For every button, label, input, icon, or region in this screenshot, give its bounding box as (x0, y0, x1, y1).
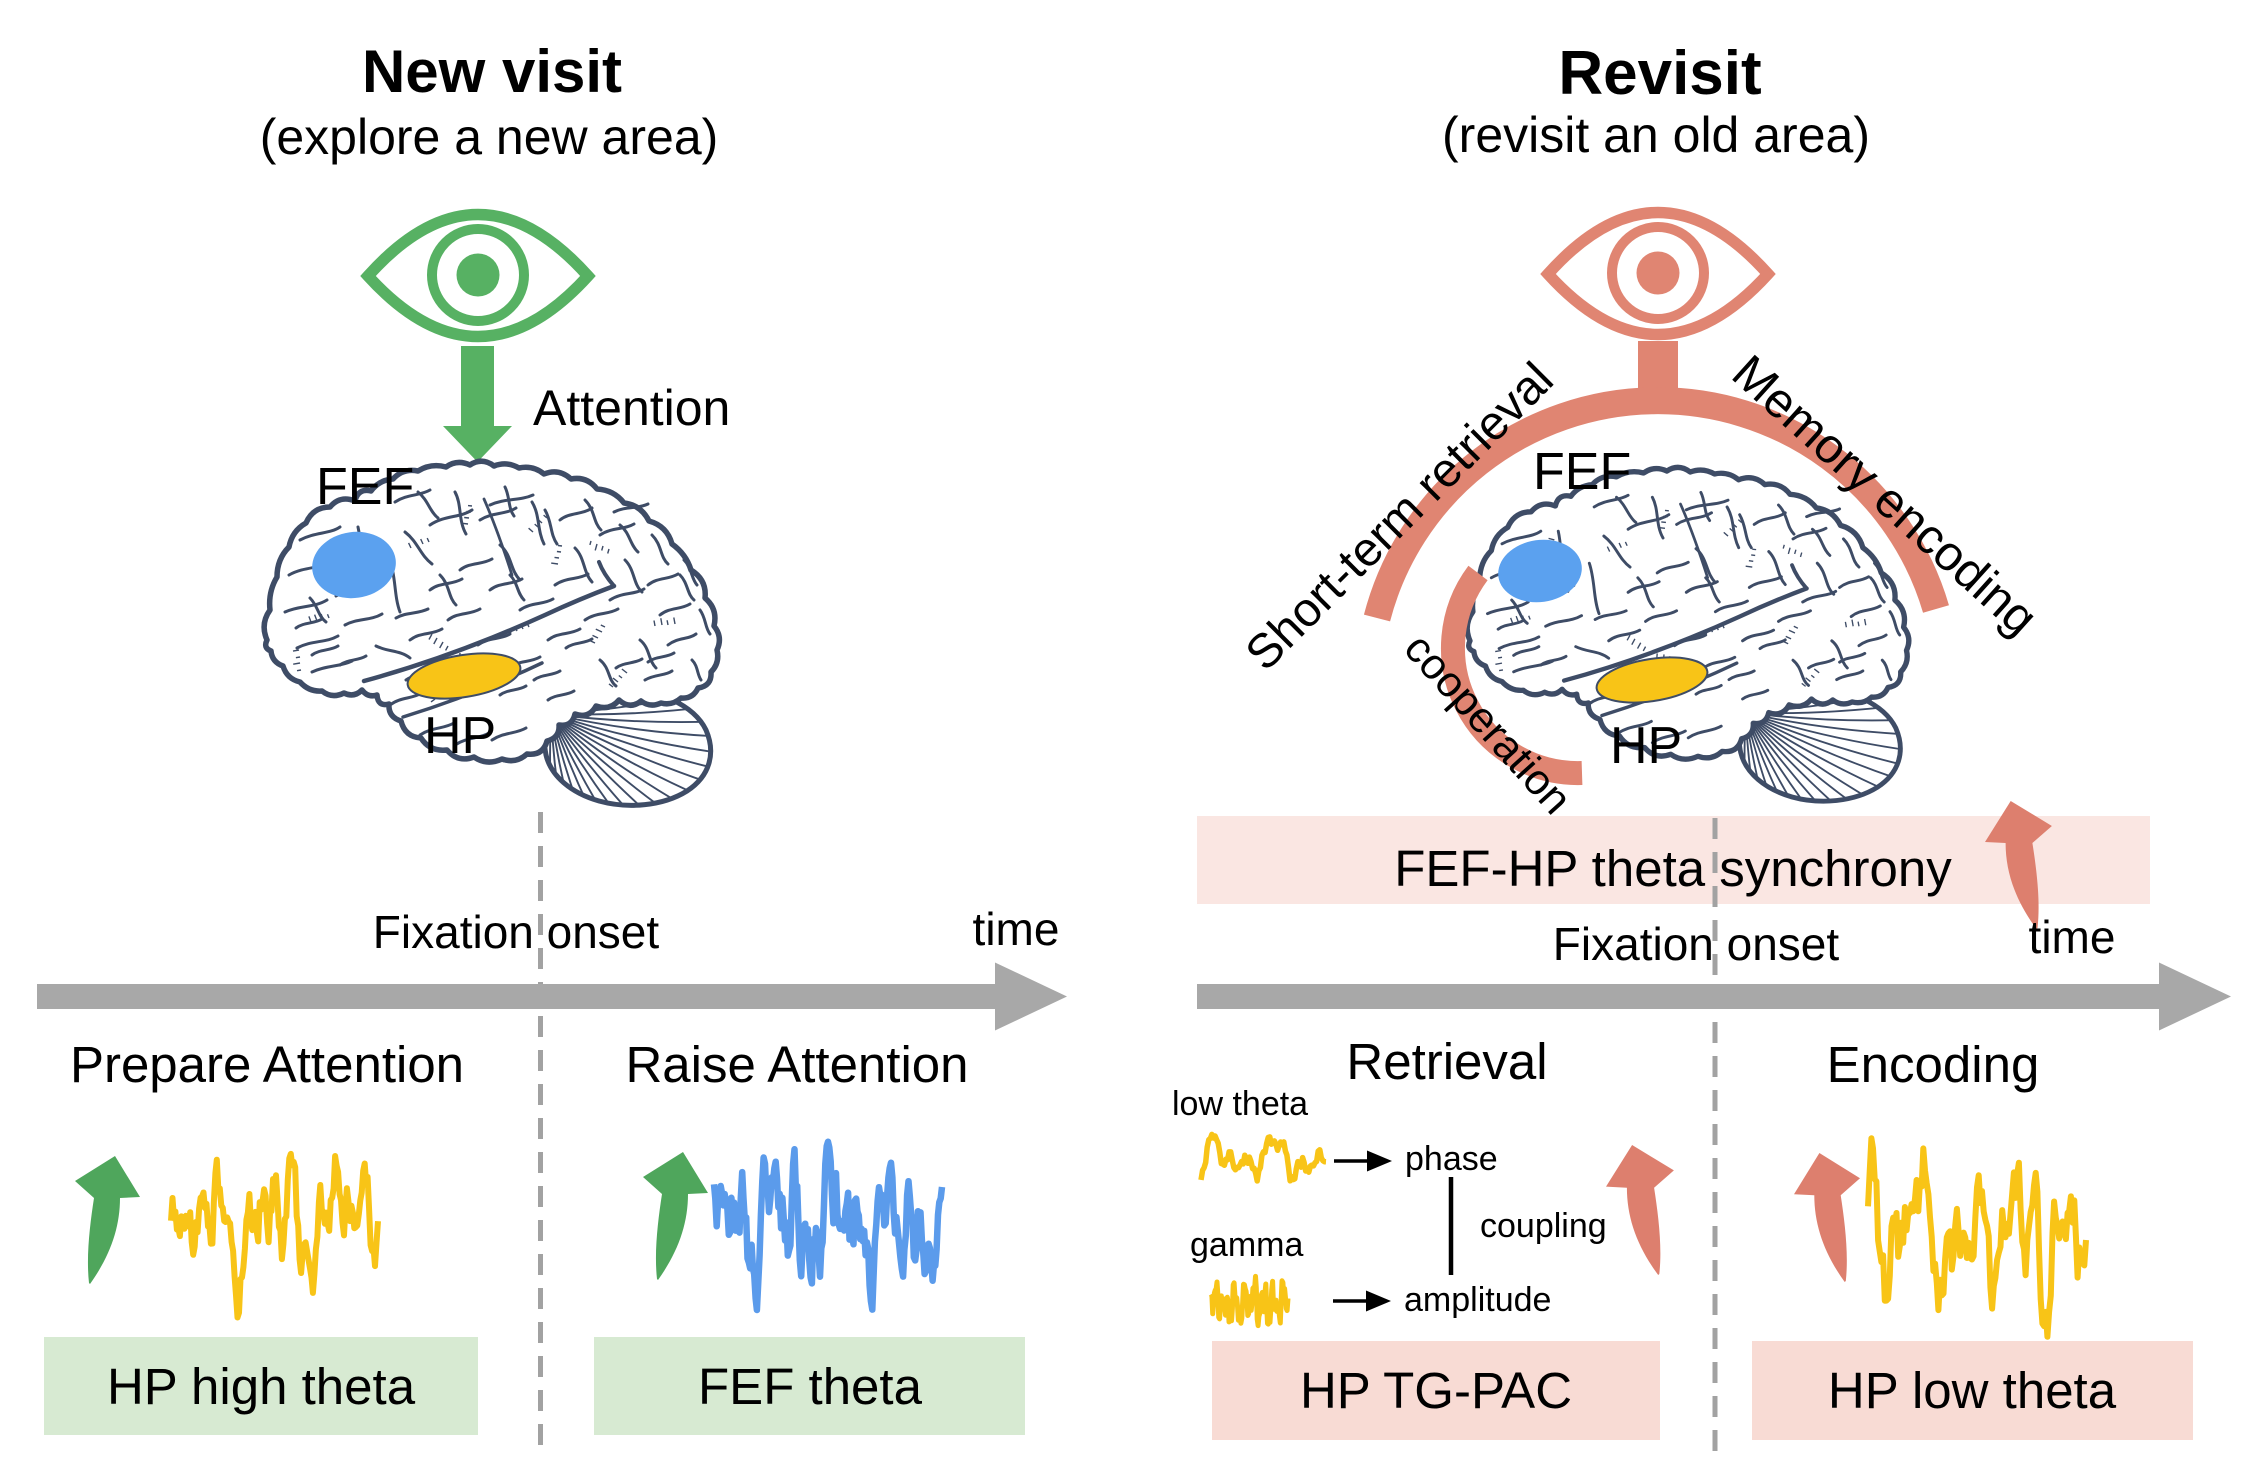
svg-text:amplitude: amplitude (1404, 1281, 1551, 1319)
svg-text:HP TG-PAC: HP TG-PAC (1300, 1362, 1572, 1419)
svg-text:coupling: coupling (1480, 1207, 1607, 1245)
svg-text:time: time (2029, 911, 2116, 963)
svg-text:time: time (973, 903, 1060, 955)
svg-text:FEF: FEF (316, 458, 414, 516)
svg-text:HP high theta: HP high theta (107, 1358, 416, 1415)
svg-text:FEF: FEF (1533, 443, 1631, 501)
svg-text:Prepare Attention: Prepare Attention (70, 1036, 464, 1093)
svg-text:gamma: gamma (1190, 1226, 1303, 1264)
svg-text:FEF-HP theta synchrony: FEF-HP theta synchrony (1394, 840, 1952, 897)
svg-text:(revisit an old area): (revisit an old area) (1442, 107, 1870, 163)
svg-text:phase: phase (1405, 1140, 1498, 1178)
svg-text:Fixation onset: Fixation onset (1553, 918, 1840, 970)
svg-text:New visit: New visit (362, 38, 622, 105)
svg-text:HP: HP (424, 707, 496, 765)
svg-text:HP low theta: HP low theta (1828, 1362, 2117, 1419)
svg-text:FEF theta: FEF theta (698, 1358, 923, 1415)
svg-text:low theta: low theta (1172, 1085, 1308, 1123)
svg-text:Retrieval: Retrieval (1346, 1033, 1547, 1090)
svg-text:Fixation onset: Fixation onset (373, 906, 660, 958)
svg-text:Encoding: Encoding (1827, 1036, 2040, 1093)
svg-text:(explore a new area): (explore a new area) (260, 109, 719, 165)
svg-text:HP: HP (1610, 717, 1682, 775)
svg-text:Revisit: Revisit (1558, 39, 1761, 108)
svg-text:Attention: Attention (533, 380, 730, 436)
svg-text:Raise Attention: Raise Attention (625, 1036, 968, 1093)
